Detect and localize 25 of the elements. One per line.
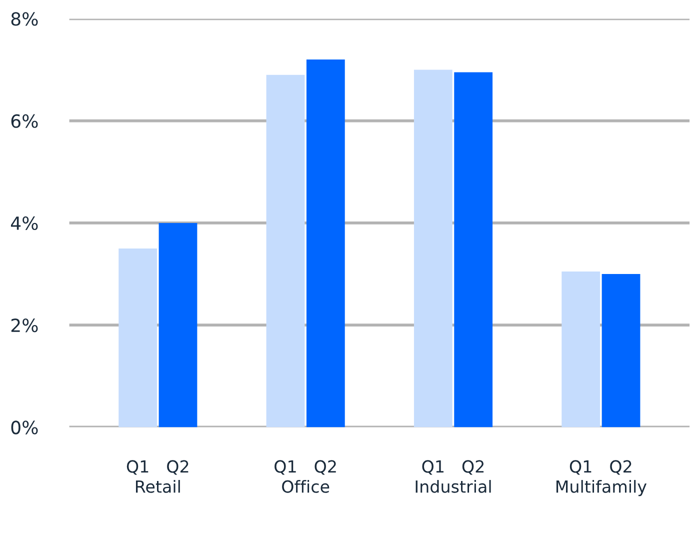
text: Q2 [314,460,336,475]
y-tick-label: 4% [10,216,38,230]
y-tick-label: 6% [11,114,38,128]
bar [118,248,158,428]
text: Q1 [570,460,592,475]
bar [562,271,600,428]
text: Q2 [462,460,484,475]
bar [306,60,345,428]
series-label: Q2 [167,460,188,475]
bar [454,72,493,428]
y-tick-label: 2% [11,318,38,332]
x-tick-label: Office [282,480,330,493]
series-label: Q1 [126,460,148,475]
y-tick-label: 8% [11,12,38,26]
bar [158,222,198,428]
bar [414,70,452,428]
x-tick-label: Retail [136,480,180,493]
text: Q2 [610,460,632,475]
y-tick-label: 0% [11,420,38,434]
bar [266,74,305,428]
x-tick-label: Industrial [416,480,491,493]
text: Q1 [274,460,296,475]
x-tick-label: Multifamily [556,480,647,496]
bar [602,274,640,428]
text: Q1 [422,460,444,475]
